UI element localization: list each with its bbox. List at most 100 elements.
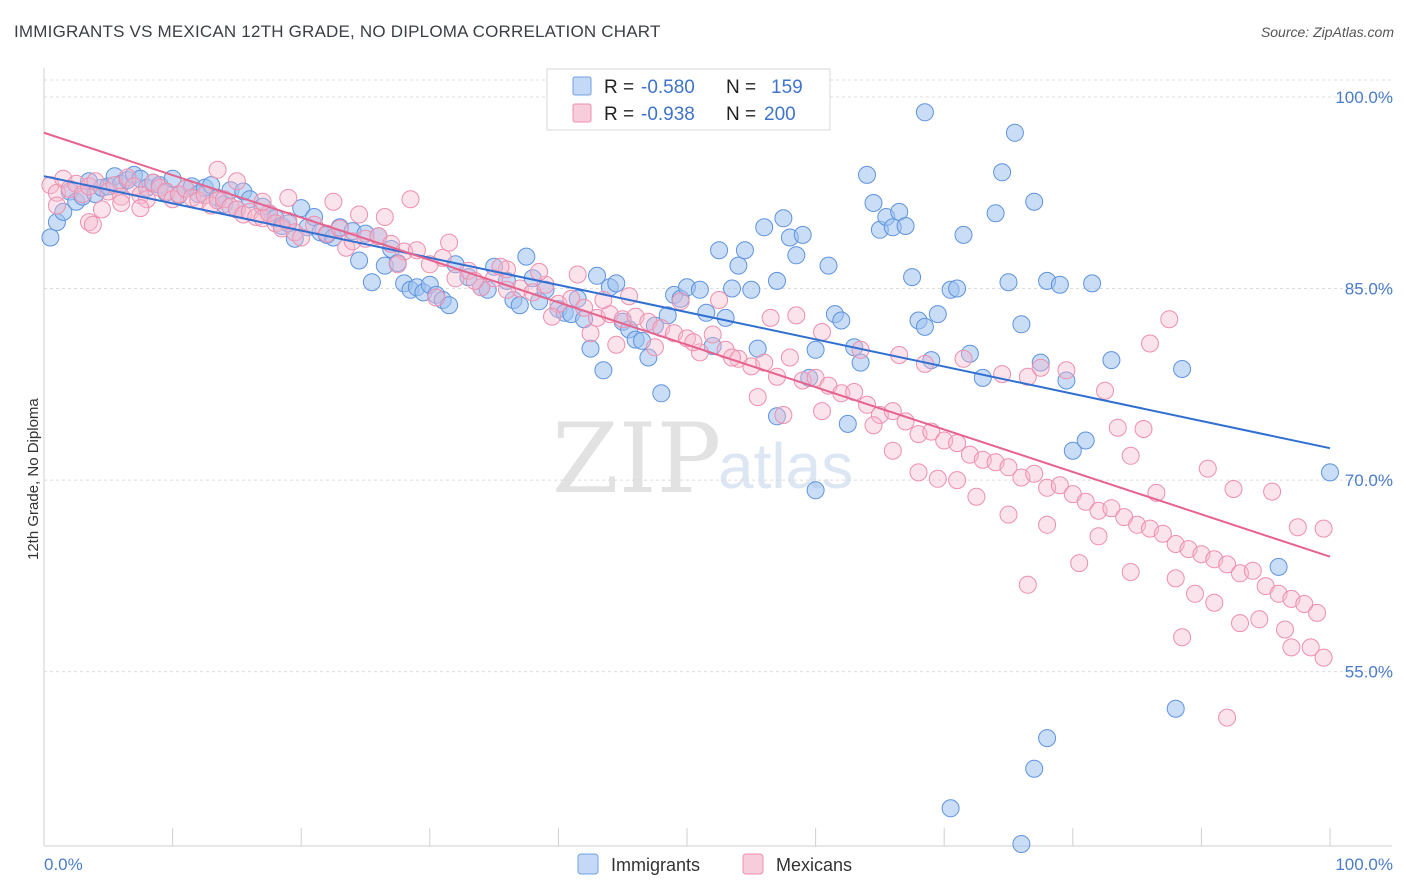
mexicans-point xyxy=(1314,648,1333,667)
mexicans-point xyxy=(864,416,883,435)
mexicans-point xyxy=(1070,554,1089,573)
mexicans-point xyxy=(1057,361,1076,380)
immigrants-point xyxy=(639,348,658,367)
immigrants-point xyxy=(1102,351,1121,370)
watermark-atlas: atlas xyxy=(718,430,853,502)
immigrants-point xyxy=(517,247,536,266)
mexicans-point xyxy=(1198,459,1217,478)
mexicans-point xyxy=(1108,418,1127,437)
immigrants-point xyxy=(716,308,735,327)
immigrants-point xyxy=(948,279,967,298)
mexicans-point xyxy=(324,192,343,211)
immigrants-point xyxy=(768,271,786,290)
immigrants-point xyxy=(903,268,922,287)
mexicans-point xyxy=(1141,334,1159,353)
immigrants-point xyxy=(568,289,587,308)
mexicans-point xyxy=(350,205,369,224)
mexicans-point xyxy=(530,262,549,281)
mexicans-point xyxy=(748,388,767,407)
y-tick-label: 85.0% xyxy=(1345,280,1393,299)
mexicans-point xyxy=(1089,527,1108,546)
mexicans-point xyxy=(813,402,831,421)
mexicans-point xyxy=(671,292,690,311)
bottom-legend-swatch-immigrants xyxy=(577,853,599,875)
mexicans-point xyxy=(967,487,986,506)
mexicans-point xyxy=(292,228,311,247)
immigrants-point xyxy=(1012,835,1031,853)
mexicans-point xyxy=(1282,638,1301,657)
y-tick-labels: 100.0% 85.0% 70.0% 55.0% xyxy=(1335,88,1393,682)
immigrants-point xyxy=(832,311,851,330)
immigrants-point xyxy=(806,340,825,359)
mexicans-point xyxy=(607,335,626,354)
legend-row-immigrants: R = -0.580 N = 159 xyxy=(572,76,803,98)
mexicans-point xyxy=(1018,575,1037,594)
bottom-legend-immigrants: Immigrants xyxy=(611,855,700,875)
mexicans-point xyxy=(1218,708,1237,727)
legend-n-label: N = xyxy=(726,77,756,98)
gridlines xyxy=(44,79,1392,673)
immigrants-point xyxy=(723,279,741,298)
immigrants-point xyxy=(954,225,973,244)
immigrants-point xyxy=(793,225,812,244)
mexicans-point xyxy=(227,172,246,191)
immigrants-point xyxy=(774,209,793,228)
mexicans-point xyxy=(208,160,227,179)
mexicans-point xyxy=(73,185,92,204)
mexicans-point xyxy=(948,471,967,490)
y-tick-label: 100.0% xyxy=(1335,88,1393,107)
immigrants-point xyxy=(607,274,626,293)
mexicans-point xyxy=(401,190,420,209)
mexicans-point xyxy=(1050,476,1069,495)
mexicans-point xyxy=(645,338,664,357)
mexicans-point xyxy=(703,325,722,344)
immigrants-point xyxy=(710,241,729,260)
immigrants-point xyxy=(1173,360,1192,378)
bottom-legend-mexicans: Mexicans xyxy=(776,855,852,875)
legend-swatch-mexicans xyxy=(572,103,592,123)
immigrants-point xyxy=(588,266,606,285)
mexicans-point xyxy=(1288,518,1307,537)
immigrants-point xyxy=(742,280,761,299)
watermark-zip: ZIP xyxy=(552,403,721,515)
mexicans-point xyxy=(813,323,831,341)
immigrants-point xyxy=(652,384,671,403)
immigrants-point xyxy=(999,273,1018,292)
mexicans-point xyxy=(1121,446,1140,465)
immigrants-point xyxy=(1269,557,1288,576)
mexicans-point xyxy=(896,412,915,431)
mexicans-point xyxy=(279,188,298,207)
immigrants-point xyxy=(838,414,857,433)
immigrants-point xyxy=(697,303,716,322)
immigrants-point xyxy=(1005,123,1024,142)
mexicans-point xyxy=(1096,381,1114,400)
mexicans-point xyxy=(92,200,111,219)
immigrants-point xyxy=(915,317,934,336)
immigrants-point xyxy=(350,251,369,270)
mexicans-point xyxy=(1173,628,1192,647)
immigrants-point xyxy=(1166,699,1185,718)
immigrants-point xyxy=(973,368,992,387)
mexicans-point xyxy=(1224,480,1243,498)
immigrants-point xyxy=(858,165,876,184)
mexicans-point xyxy=(780,348,799,367)
immigrants-point xyxy=(1025,192,1044,211)
legend-r-label: R = xyxy=(604,77,634,98)
immigrants-point xyxy=(1321,463,1339,482)
immigrants-point xyxy=(915,103,934,122)
mexicans-point xyxy=(1263,482,1282,501)
bottom-legend: Immigrants Mexicans xyxy=(577,853,852,875)
immigrants-point xyxy=(1057,371,1076,390)
trend-lines xyxy=(43,131,1331,558)
immigrants-point xyxy=(54,202,73,221)
mexicans-point xyxy=(1134,420,1153,438)
mexicans-point xyxy=(1308,603,1327,622)
immigrants-point xyxy=(362,273,381,292)
mexicans-point xyxy=(1276,620,1294,639)
mexicans-point xyxy=(83,215,102,234)
mexicans-point xyxy=(1038,515,1057,534)
mexicans-point xyxy=(928,469,947,488)
mexicans-point xyxy=(568,265,587,284)
mexicans-point xyxy=(1153,524,1172,543)
